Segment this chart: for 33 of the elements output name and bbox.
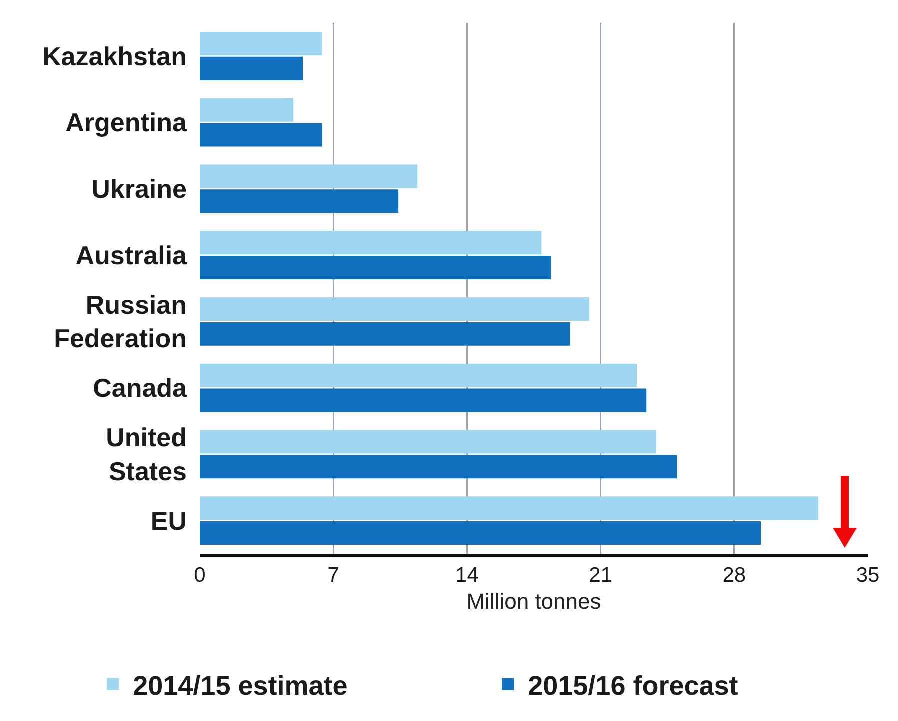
x-tick-label: 35 — [856, 564, 880, 588]
x-tick-label: 21 — [589, 564, 612, 588]
y-tick-label: Kazakhstan — [42, 41, 187, 72]
bar — [200, 522, 762, 545]
bar — [200, 256, 552, 280]
y-tick-label: EU — [150, 506, 187, 536]
bar — [200, 190, 398, 214]
bar — [200, 388, 647, 412]
bar — [200, 164, 418, 188]
bar — [200, 322, 570, 346]
bar — [200, 496, 818, 520]
bar — [200, 32, 322, 56]
bar — [200, 430, 656, 454]
y-tick-label: Ukraine — [92, 174, 187, 204]
bar — [200, 364, 638, 388]
legend-label: 2014/15 estimate — [133, 670, 348, 701]
x-tick-label: 14 — [456, 564, 480, 588]
x-tick-label: 28 — [722, 564, 746, 588]
x-tick-label: 0 — [194, 564, 206, 588]
y-tick-label: United States — [106, 422, 187, 486]
legend-label: 2015/16 forecast — [528, 670, 738, 701]
bar — [200, 298, 590, 321]
bar — [200, 231, 542, 255]
x-tick-label: 7 — [328, 564, 340, 588]
bar — [200, 455, 678, 479]
bar — [200, 98, 294, 122]
bar — [200, 56, 304, 80]
y-tick-label: Argentina — [66, 108, 188, 138]
y-tick-label: Australia — [76, 240, 188, 270]
x-axis-title: Million tonnes — [466, 589, 602, 614]
y-tick-label: Canada — [93, 373, 188, 404]
bar — [200, 123, 322, 147]
y-tick-label: Russian Federation — [54, 290, 187, 354]
